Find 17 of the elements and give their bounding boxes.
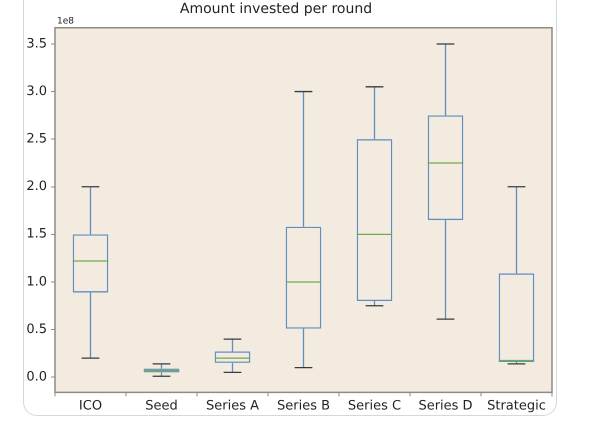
y-tick-label: 0.0: [26, 370, 47, 385]
y-tick-label: 2.5: [26, 132, 47, 147]
y-tick-label: 0.5: [26, 322, 47, 337]
y-tick-label: 2.0: [26, 179, 47, 194]
x-tick-label: Seed: [145, 398, 178, 414]
text: 1e8: [57, 16, 74, 27]
y-tick-label: 3.0: [26, 84, 47, 99]
chart-title: Amount invested per round: [180, 1, 372, 18]
x-tick-label: Series D: [418, 398, 473, 414]
y-tick-label: 1.5: [26, 226, 47, 242]
x-tick-label: Series A: [206, 398, 260, 414]
x-tick-label: ICO: [78, 398, 102, 414]
y-tick-label: 3.5: [26, 36, 47, 52]
y-tick-label: 1.0: [26, 274, 47, 290]
x-tick-label: Series B: [276, 398, 330, 414]
x-tick-label: Series C: [348, 398, 402, 414]
x-tick-label: Strategic: [487, 398, 546, 414]
